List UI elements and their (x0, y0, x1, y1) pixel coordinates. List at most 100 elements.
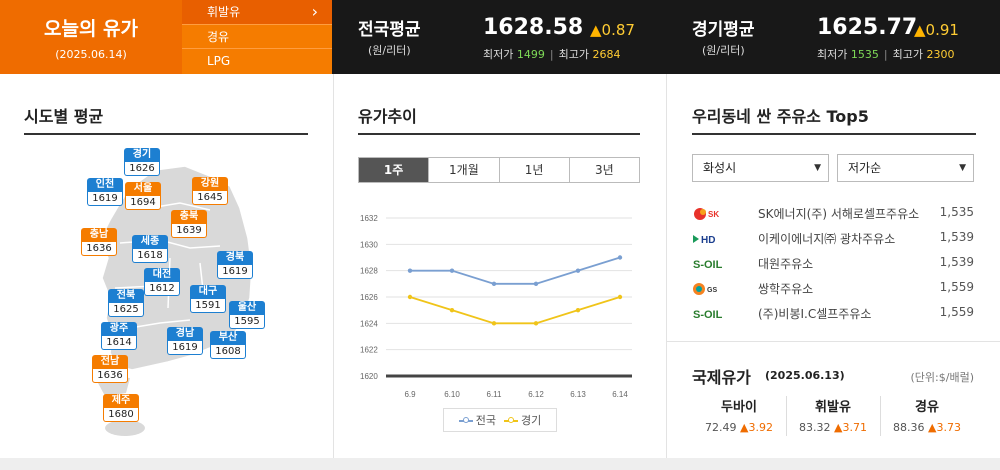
data-point (575, 307, 581, 313)
region-pin[interactable]: 울산 1595 (229, 301, 265, 329)
national-label: 전국평균 (358, 20, 421, 40)
divider (667, 341, 1000, 342)
series-line (410, 256, 621, 285)
s-oil-logo-icon: S-OIL (692, 306, 744, 322)
region-pin[interactable]: 강원 1645 (192, 177, 228, 205)
price-trend-chart-svg: 1620 1622 1624 1626 1628 1630 1632 6.9 6.10 6.11 6… (360, 214, 632, 399)
region-pin[interactable]: 충남 1636 (81, 228, 117, 256)
intl-item-dubai: 두바이 72.49 ▲3.92 (705, 400, 773, 434)
y-tick-label: 1620 (360, 372, 378, 381)
data-point (491, 321, 497, 326)
y-tick-label: 1626 (360, 293, 378, 302)
s-oil-logo-icon: S-OIL (692, 256, 744, 272)
today-price-box: 오늘의 유가 (2025.06.14) (0, 0, 182, 74)
legend-swatch (458, 417, 473, 423)
region-select[interactable]: 화성시 ▼ (692, 154, 829, 182)
fuel-tab-lpg[interactable]: LPG (207, 54, 231, 69)
tab-1-month[interactable]: 1개월 (429, 158, 500, 182)
sk-energy-logo-icon: SK (692, 206, 744, 222)
region-pin[interactable]: 광주 1614 (101, 322, 137, 350)
station-row[interactable]: S-OIL 대원주유소 1,539 (692, 255, 974, 272)
series-line (409, 296, 621, 325)
legend-item-gyeonggi: 경기 (504, 412, 541, 428)
svg-text:S-OIL: S-OIL (693, 309, 723, 321)
x-tick-label: 6.11 (487, 390, 503, 399)
national-unit: (원/리터) (368, 44, 411, 57)
data-point (407, 268, 413, 273)
gyeonggi-average: 경기평균 (원/리터) 1625.77 ▲0.91 최저가 1535 | 최고가 2… (692, 0, 992, 74)
region-pin[interactable]: 제주 1680 (103, 394, 139, 422)
top5-title-underline (692, 133, 976, 135)
region-pin[interactable]: 인천 1619 (87, 178, 123, 206)
gyeonggi-change: ▲0.91 (914, 21, 959, 39)
region-pin[interactable]: 경북 1619 (217, 251, 253, 279)
y-tick-label: 1622 (360, 346, 378, 355)
svg-text:S-OIL: S-OIL (693, 259, 723, 271)
region-pin[interactable]: 충북 1639 (171, 210, 207, 238)
intl-date: (2025.06.13) (765, 369, 845, 382)
data-point (617, 294, 623, 300)
tab-1-year[interactable]: 1년 (499, 158, 570, 182)
station-row[interactable]: HD 이케이에너지㈜ 광차주유소 1,539 (692, 225, 974, 251)
x-tick-label: 6.10 (444, 390, 460, 399)
x-tick-label: 6.12 (528, 390, 544, 399)
page-title: 오늘의 유가 (43, 18, 138, 40)
data-point (617, 255, 623, 260)
region-pin[interactable]: 서울 1694 (125, 182, 161, 210)
x-tick-label: 6.13 (570, 390, 586, 399)
page-date: (2025.06.14) (55, 48, 127, 61)
top5-title: 우리동네 싼 주유소 Top5 (692, 107, 869, 126)
footer-strip (0, 458, 1000, 470)
region-pin[interactable]: 세종 1618 (132, 235, 168, 263)
region-pin[interactable]: 대구 1591 (190, 285, 226, 313)
national-change: ▲0.87 (590, 21, 635, 39)
station-row[interactable]: SK SK에너지(주) 서해로셀프주유소 1,535 (692, 200, 974, 226)
trend-title: 유가추이 (358, 107, 417, 126)
chevron-right-icon: › (311, 2, 318, 21)
legend-item-national: 전국 (458, 412, 496, 428)
data-point (533, 281, 539, 287)
station-row[interactable]: S-OIL (주)비봉I.C셀프주유소 1,559 (692, 305, 974, 322)
region-pin[interactable]: 경남 1619 (167, 327, 203, 355)
data-point (575, 268, 581, 273)
fuel-tabs: 휘발유 › 경유 LPG (182, 0, 332, 74)
region-pin[interactable]: 대전 1612 (144, 268, 180, 296)
caret-down-icon: ▼ (959, 163, 966, 173)
tab-1-week[interactable]: 1주 (359, 158, 430, 182)
svg-text:HD: HD (701, 235, 715, 246)
region-pin[interactable]: 전북 1625 (108, 289, 144, 317)
tab-3-year[interactable]: 3년 (569, 158, 639, 182)
region-pin[interactable]: 부산 1608 (210, 331, 246, 359)
data-point (407, 294, 413, 300)
gyeonggi-min-max: 최저가 1535 | 최고가 2300 (817, 48, 955, 61)
sort-select[interactable]: 저가순 ▼ (837, 154, 974, 182)
data-point (449, 307, 455, 313)
fuel-tab-diesel[interactable]: 경유 (182, 25, 332, 50)
up-triangle-icon: ▲ (740, 421, 749, 434)
intl-item-diesel: 경유 88.36 ▲3.73 (893, 400, 961, 434)
national-average: 전국평균 (원/리터) 1628.58 ▲0.87 최저가 1499 | 최고가 2… (358, 0, 658, 74)
price-trend-chart: 1620 1622 1624 1626 1628 1630 1632 6.9 6.10 6.11 6… (358, 200, 640, 440)
divider (333, 74, 334, 460)
caret-down-icon: ▼ (814, 163, 821, 173)
x-tick-label: 6.14 (612, 390, 628, 399)
up-triangle-icon: ▲ (914, 21, 926, 39)
hd-oilbank-logo-icon: HD (692, 231, 744, 247)
divider (786, 396, 787, 436)
fuel-tab-gasoline[interactable]: 휘발유 › (182, 0, 332, 25)
data-point (491, 281, 497, 287)
gyeonggi-price: 1625.77 (817, 15, 918, 40)
region-pin[interactable]: 경기 1626 (124, 148, 160, 176)
chart-legend: 전국 경기 (443, 408, 557, 432)
x-tick-label: 6.9 (404, 390, 416, 399)
up-triangle-icon: ▲ (928, 421, 937, 434)
region-pin[interactable]: 전남 1636 (92, 355, 128, 383)
regional-title-underline (24, 133, 308, 135)
svg-text:SK: SK (708, 210, 719, 219)
station-row[interactable]: GS 쌍학주유소 1,559 (692, 275, 974, 301)
up-triangle-icon: ▲ (590, 21, 602, 39)
data-point (533, 321, 539, 326)
y-tick-label: 1632 (360, 214, 378, 223)
up-triangle-icon: ▲ (834, 421, 843, 434)
national-price: 1628.58 (483, 15, 584, 40)
